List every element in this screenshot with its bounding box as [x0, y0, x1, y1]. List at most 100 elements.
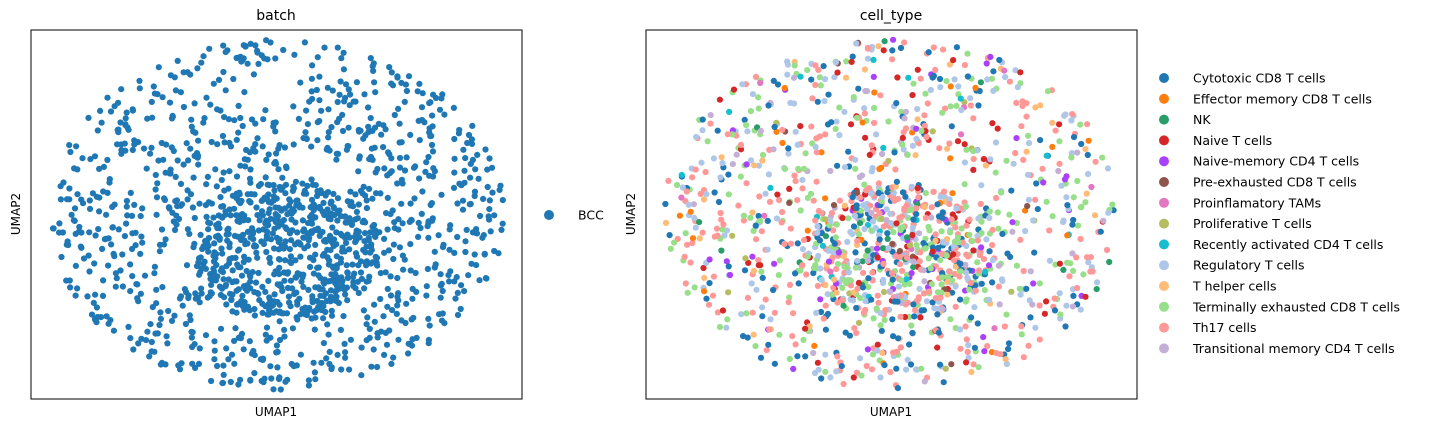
- batch-point: [407, 200, 414, 207]
- celltype-point: [814, 229, 821, 236]
- batch-point: [336, 207, 343, 214]
- celltype-point: [974, 237, 982, 244]
- celltype-point: [893, 220, 900, 227]
- celltype-point: [914, 185, 921, 192]
- batch-point: [337, 285, 344, 292]
- batch-point: [67, 148, 74, 156]
- celltype-point: [828, 119, 835, 126]
- celltype-point: [899, 141, 906, 148]
- celltype-point: [804, 67, 811, 74]
- batch-point: [412, 269, 419, 277]
- celltype-point: [828, 210, 836, 217]
- batch-point: [254, 254, 261, 261]
- batch-point: [407, 340, 414, 348]
- celltype-point: [811, 342, 818, 349]
- celltype-point: [720, 221, 727, 228]
- celltype-point: [874, 341, 881, 348]
- celltype-point: [869, 269, 876, 276]
- celltype-point: [741, 267, 749, 274]
- celltype-legend-label: Pre-exhausted CD8 T cells: [1193, 175, 1357, 190]
- celltype-point: [898, 108, 905, 115]
- celltype-point: [773, 215, 781, 222]
- celltype-point: [693, 133, 700, 141]
- batch-point: [232, 325, 239, 332]
- batch-point: [401, 98, 408, 105]
- celltype-point: [759, 157, 766, 164]
- celltype-point: [841, 269, 848, 276]
- batch-point: [262, 220, 269, 227]
- batch-point: [354, 215, 361, 222]
- celltype-point: [815, 252, 822, 260]
- batch-point: [314, 137, 321, 144]
- celltype-point: [776, 197, 783, 204]
- celltype-point: [909, 329, 916, 337]
- celltype-point: [700, 264, 707, 272]
- batch-point: [368, 260, 375, 267]
- batch-point: [330, 190, 337, 197]
- celltype-point: [1084, 151, 1091, 159]
- batch-point: [189, 204, 196, 211]
- celltype-point: [856, 220, 864, 227]
- celltype-point: [743, 161, 750, 168]
- celltype-point: [894, 385, 902, 392]
- batch-point: [309, 293, 316, 300]
- batch-point: [328, 210, 335, 217]
- celltype-point: [718, 216, 725, 223]
- celltype-point: [877, 374, 884, 381]
- batch-point: [407, 267, 414, 274]
- celltype-point: [810, 264, 818, 271]
- celltype-point: [978, 230, 985, 237]
- batch-point: [213, 233, 220, 240]
- celltype-point: [755, 94, 762, 101]
- batch-point: [405, 350, 412, 357]
- celltype-point: [995, 262, 1002, 269]
- celltype-point: [1069, 250, 1076, 257]
- celltype-point: [1044, 88, 1051, 95]
- batch-point: [187, 316, 194, 324]
- batch-point: [290, 141, 297, 148]
- batch-point: [256, 217, 263, 224]
- celltype-point: [757, 354, 765, 361]
- batch-point: [430, 173, 437, 180]
- batch-point: [334, 217, 341, 224]
- celltype-point: [812, 143, 819, 150]
- batch-point: [78, 229, 85, 236]
- celltype-point: [1049, 213, 1056, 220]
- celltype-point: [964, 50, 971, 57]
- celltype-legend-marker: [1159, 301, 1169, 312]
- batch-point: [395, 336, 402, 343]
- celltype-point: [1012, 67, 1019, 74]
- celltype-point: [771, 260, 778, 267]
- batch-point: [356, 128, 363, 135]
- celltype-point: [822, 233, 830, 240]
- celltype-point: [888, 220, 895, 227]
- batch-point: [427, 99, 434, 106]
- batch-point: [310, 257, 317, 264]
- celltype-point: [1010, 160, 1017, 167]
- celltype-point: [1006, 78, 1014, 85]
- celltype-point: [682, 280, 689, 287]
- celltype-point: [1036, 280, 1043, 287]
- celltype-point: [956, 273, 963, 280]
- celltype-point: [996, 301, 1003, 308]
- batch-point: [297, 311, 304, 318]
- batch-point: [210, 268, 218, 275]
- celltype-point: [1003, 360, 1011, 368]
- celltype-point: [932, 66, 939, 73]
- batch-point: [251, 191, 258, 198]
- batch-point: [224, 47, 231, 54]
- batch-point: [324, 144, 331, 151]
- celltype-point: [1027, 268, 1034, 275]
- batch-point: [462, 248, 469, 256]
- batch-point: [279, 174, 286, 181]
- batch-point: [220, 68, 227, 76]
- celltype-point: [942, 365, 949, 372]
- celltype-point: [779, 126, 786, 133]
- celltype-point: [896, 261, 904, 268]
- batch-point: [427, 133, 434, 140]
- celltype-point: [994, 209, 1001, 216]
- batch-point: [462, 155, 469, 162]
- celltype-point: [981, 287, 988, 294]
- batch-point: [72, 292, 79, 299]
